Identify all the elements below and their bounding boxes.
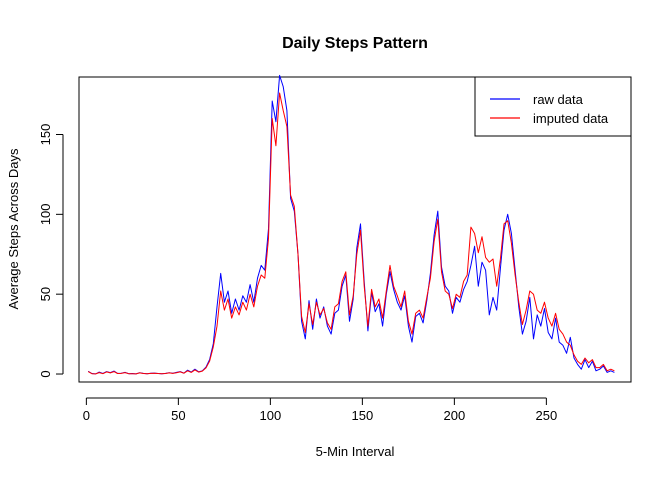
x-tick-label: 150 bbox=[352, 408, 374, 423]
series-line-imputed-data bbox=[87, 92, 615, 375]
series-layer bbox=[87, 74, 615, 375]
x-tick-label: 100 bbox=[260, 408, 282, 423]
legend-box bbox=[474, 76, 632, 137]
x-tick-label: 250 bbox=[536, 408, 558, 423]
x-tick-label: 200 bbox=[444, 408, 466, 423]
plot-frame bbox=[78, 76, 632, 383]
y-tick-label: 100 bbox=[38, 203, 53, 225]
y-tick-label: 50 bbox=[38, 287, 53, 301]
legend-label-raw-data: raw data bbox=[533, 92, 584, 107]
y-tick-label: 0 bbox=[38, 370, 53, 377]
x-axis-label: 5-Min Interval bbox=[316, 444, 395, 459]
x-tick-label: 50 bbox=[171, 408, 185, 423]
x-axis: 0 50 100 150 200 250 bbox=[83, 397, 558, 423]
legend: raw data imputed data bbox=[474, 76, 632, 137]
y-tick-label: 150 bbox=[38, 124, 53, 146]
y-axis: 0 50 100 150 bbox=[38, 124, 64, 378]
chart-title: Daily Steps Pattern bbox=[282, 35, 428, 52]
x-tick-label: 0 bbox=[83, 408, 90, 423]
legend-label-imputed-data: imputed data bbox=[533, 111, 609, 126]
y-axis-label: Average Steps Across Days bbox=[6, 148, 21, 309]
